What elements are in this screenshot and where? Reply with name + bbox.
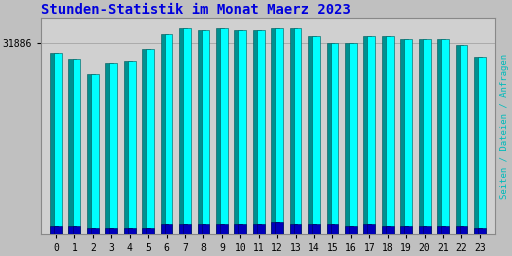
Bar — [128, 61, 136, 234]
Bar — [423, 39, 431, 234]
Bar — [202, 30, 209, 234]
Bar — [364, 37, 371, 234]
Bar — [456, 226, 463, 234]
Bar — [308, 224, 316, 234]
Bar — [50, 53, 58, 234]
Bar — [69, 226, 76, 234]
Bar — [91, 228, 99, 234]
Bar — [110, 63, 117, 234]
Bar — [404, 39, 412, 234]
Bar — [478, 57, 486, 234]
Bar — [69, 59, 76, 234]
Bar — [327, 43, 334, 234]
Bar — [382, 37, 390, 234]
Bar — [419, 39, 426, 234]
Bar — [349, 226, 357, 234]
Text: Stunden-Statistik im Monat Maerz 2023: Stunden-Statistik im Monat Maerz 2023 — [41, 3, 351, 17]
Bar — [441, 39, 449, 234]
Bar — [364, 224, 371, 234]
Bar — [165, 34, 173, 234]
Bar — [161, 34, 168, 234]
Bar — [216, 224, 224, 234]
Bar — [50, 226, 58, 234]
Bar — [124, 228, 132, 234]
Bar — [54, 226, 62, 234]
Bar — [312, 224, 320, 234]
Bar — [331, 43, 338, 234]
Bar — [234, 30, 242, 234]
Bar — [345, 43, 353, 234]
Bar — [478, 228, 486, 234]
Bar — [386, 37, 394, 234]
Bar — [460, 226, 467, 234]
Bar — [275, 222, 283, 234]
Bar — [105, 63, 113, 234]
Bar — [253, 224, 261, 234]
Bar — [419, 226, 426, 234]
Bar — [456, 45, 463, 234]
Bar — [110, 228, 117, 234]
Bar — [146, 228, 154, 234]
Bar — [91, 73, 99, 234]
Bar — [437, 39, 445, 234]
Bar — [257, 224, 265, 234]
Bar — [239, 30, 246, 234]
Bar — [290, 224, 297, 234]
Bar — [73, 226, 80, 234]
Bar — [179, 224, 187, 234]
Bar — [257, 30, 265, 234]
Bar — [73, 59, 80, 234]
Bar — [54, 53, 62, 234]
Bar — [294, 224, 302, 234]
Bar — [327, 224, 334, 234]
Bar — [308, 37, 316, 234]
Bar — [183, 28, 191, 234]
Bar — [105, 228, 113, 234]
Bar — [202, 224, 209, 234]
Bar — [400, 39, 408, 234]
Bar — [275, 28, 283, 234]
Bar — [198, 224, 205, 234]
Bar — [271, 28, 279, 234]
Bar — [253, 30, 261, 234]
Bar — [345, 226, 353, 234]
Bar — [161, 224, 168, 234]
Bar — [146, 49, 154, 234]
Bar — [142, 49, 150, 234]
Bar — [474, 228, 482, 234]
Bar — [87, 73, 95, 234]
Bar — [183, 224, 191, 234]
Bar — [220, 224, 228, 234]
Bar — [142, 228, 150, 234]
Bar — [474, 57, 482, 234]
Bar — [216, 28, 224, 234]
Bar — [404, 226, 412, 234]
Bar — [386, 226, 394, 234]
Bar — [349, 43, 357, 234]
Bar — [294, 28, 302, 234]
Bar — [290, 28, 297, 234]
Bar — [331, 224, 338, 234]
Bar — [124, 61, 132, 234]
Y-axis label: Seiten / Dateien / Anfragen: Seiten / Dateien / Anfragen — [500, 54, 509, 199]
Bar — [368, 37, 375, 234]
Bar — [271, 222, 279, 234]
Bar — [128, 228, 136, 234]
Bar — [460, 45, 467, 234]
Bar — [368, 224, 375, 234]
Bar — [234, 224, 242, 234]
Bar — [179, 28, 187, 234]
Bar — [220, 28, 228, 234]
Bar — [400, 226, 408, 234]
Bar — [87, 228, 95, 234]
Bar — [423, 226, 431, 234]
Bar — [312, 37, 320, 234]
Bar — [239, 224, 246, 234]
Bar — [441, 226, 449, 234]
Bar — [437, 226, 445, 234]
Bar — [382, 226, 390, 234]
Bar — [198, 30, 205, 234]
Bar — [165, 224, 173, 234]
